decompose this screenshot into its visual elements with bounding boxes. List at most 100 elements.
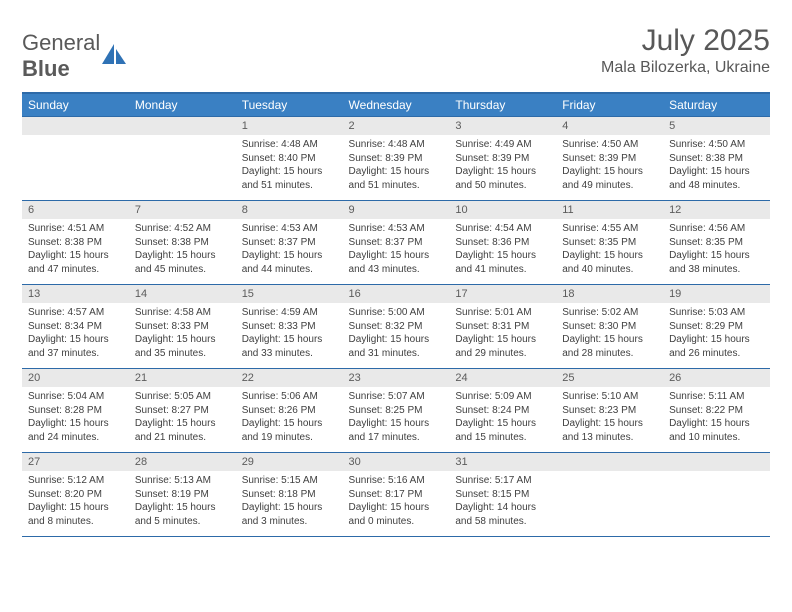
sunrise-line: Sunrise: 4:51 AM — [28, 222, 123, 236]
daylight-line: Daylight: 15 hours and 35 minutes. — [135, 333, 230, 360]
daylight-line: Daylight: 15 hours and 19 minutes. — [242, 417, 337, 444]
day-number: 27 — [22, 453, 129, 471]
day-cell: 4Sunrise: 4:50 AMSunset: 8:39 PMDaylight… — [556, 117, 663, 201]
daylight-line: Daylight: 15 hours and 31 minutes. — [349, 333, 444, 360]
day-details: Sunrise: 5:09 AMSunset: 8:24 PMDaylight:… — [449, 387, 556, 452]
day-cell: 26Sunrise: 5:11 AMSunset: 8:22 PMDayligh… — [663, 369, 770, 453]
day-number: 16 — [343, 285, 450, 303]
day-cell: 22Sunrise: 5:06 AMSunset: 8:26 PMDayligh… — [236, 369, 343, 453]
sunrise-line: Sunrise: 4:59 AM — [242, 306, 337, 320]
daylight-line: Daylight: 15 hours and 44 minutes. — [242, 249, 337, 276]
day-number: 31 — [449, 453, 556, 471]
day-number: 10 — [449, 201, 556, 219]
day-details: Sunrise: 5:15 AMSunset: 8:18 PMDaylight:… — [236, 471, 343, 536]
day-number: 11 — [556, 201, 663, 219]
daylight-line: Daylight: 15 hours and 43 minutes. — [349, 249, 444, 276]
sunset-line: Sunset: 8:24 PM — [455, 404, 550, 418]
daylight-line: Daylight: 15 hours and 38 minutes. — [669, 249, 764, 276]
day-number: 6 — [22, 201, 129, 219]
day-details: Sunrise: 5:17 AMSunset: 8:15 PMDaylight:… — [449, 471, 556, 536]
day-details — [129, 135, 236, 193]
day-details: Sunrise: 5:12 AMSunset: 8:20 PMDaylight:… — [22, 471, 129, 536]
day-number: 21 — [129, 369, 236, 387]
sunrise-line: Sunrise: 4:56 AM — [669, 222, 764, 236]
day-cell: 6Sunrise: 4:51 AMSunset: 8:38 PMDaylight… — [22, 201, 129, 285]
day-details: Sunrise: 4:55 AMSunset: 8:35 PMDaylight:… — [556, 219, 663, 284]
day-number: 1 — [236, 117, 343, 135]
sunrise-line: Sunrise: 4:50 AM — [562, 138, 657, 152]
day-details: Sunrise: 4:59 AMSunset: 8:33 PMDaylight:… — [236, 303, 343, 368]
day-cell: 21Sunrise: 5:05 AMSunset: 8:27 PMDayligh… — [129, 369, 236, 453]
day-cell: 1Sunrise: 4:48 AMSunset: 8:40 PMDaylight… — [236, 117, 343, 201]
sunset-line: Sunset: 8:29 PM — [669, 320, 764, 334]
daylight-line: Daylight: 15 hours and 40 minutes. — [562, 249, 657, 276]
sunset-line: Sunset: 8:39 PM — [562, 152, 657, 166]
day-cell: 18Sunrise: 5:02 AMSunset: 8:30 PMDayligh… — [556, 285, 663, 369]
day-cell: 20Sunrise: 5:04 AMSunset: 8:28 PMDayligh… — [22, 369, 129, 453]
day-cell: 25Sunrise: 5:10 AMSunset: 8:23 PMDayligh… — [556, 369, 663, 453]
day-cell: 10Sunrise: 4:54 AMSunset: 8:36 PMDayligh… — [449, 201, 556, 285]
sunrise-line: Sunrise: 5:06 AM — [242, 390, 337, 404]
day-cell: 23Sunrise: 5:07 AMSunset: 8:25 PMDayligh… — [343, 369, 450, 453]
day-cell: 29Sunrise: 5:15 AMSunset: 8:18 PMDayligh… — [236, 453, 343, 537]
day-details: Sunrise: 5:00 AMSunset: 8:32 PMDaylight:… — [343, 303, 450, 368]
sunset-line: Sunset: 8:34 PM — [28, 320, 123, 334]
day-details: Sunrise: 4:54 AMSunset: 8:36 PMDaylight:… — [449, 219, 556, 284]
sunset-line: Sunset: 8:26 PM — [242, 404, 337, 418]
calendar-week-row: 27Sunrise: 5:12 AMSunset: 8:20 PMDayligh… — [22, 453, 770, 537]
day-details: Sunrise: 5:02 AMSunset: 8:30 PMDaylight:… — [556, 303, 663, 368]
day-number: 22 — [236, 369, 343, 387]
day-cell: 3Sunrise: 4:49 AMSunset: 8:39 PMDaylight… — [449, 117, 556, 201]
empty-day-cell — [22, 117, 129, 201]
day-number: 28 — [129, 453, 236, 471]
day-cell: 5Sunrise: 4:50 AMSunset: 8:38 PMDaylight… — [663, 117, 770, 201]
daylight-line: Daylight: 15 hours and 0 minutes. — [349, 501, 444, 528]
empty-day-cell — [663, 453, 770, 537]
day-details: Sunrise: 5:06 AMSunset: 8:26 PMDaylight:… — [236, 387, 343, 452]
calendar-body: 1Sunrise: 4:48 AMSunset: 8:40 PMDaylight… — [22, 117, 770, 537]
day-number: 29 — [236, 453, 343, 471]
sunrise-line: Sunrise: 5:09 AM — [455, 390, 550, 404]
sunrise-line: Sunrise: 5:01 AM — [455, 306, 550, 320]
day-details — [22, 135, 129, 193]
sunset-line: Sunset: 8:22 PM — [669, 404, 764, 418]
sunset-line: Sunset: 8:36 PM — [455, 236, 550, 250]
day-cell: 30Sunrise: 5:16 AMSunset: 8:17 PMDayligh… — [343, 453, 450, 537]
logo-text: General Blue — [22, 30, 100, 82]
daylight-line: Daylight: 15 hours and 49 minutes. — [562, 165, 657, 192]
sunrise-line: Sunrise: 5:07 AM — [349, 390, 444, 404]
day-details: Sunrise: 5:13 AMSunset: 8:19 PMDaylight:… — [129, 471, 236, 536]
sunrise-line: Sunrise: 4:54 AM — [455, 222, 550, 236]
day-number: 18 — [556, 285, 663, 303]
day-details: Sunrise: 4:48 AMSunset: 8:40 PMDaylight:… — [236, 135, 343, 200]
weekday-header: Wednesday — [343, 93, 450, 117]
calendar-week-row: 20Sunrise: 5:04 AMSunset: 8:28 PMDayligh… — [22, 369, 770, 453]
day-details: Sunrise: 5:03 AMSunset: 8:29 PMDaylight:… — [663, 303, 770, 368]
sunrise-line: Sunrise: 4:52 AM — [135, 222, 230, 236]
sunset-line: Sunset: 8:35 PM — [562, 236, 657, 250]
day-number: 25 — [556, 369, 663, 387]
day-cell: 14Sunrise: 4:58 AMSunset: 8:33 PMDayligh… — [129, 285, 236, 369]
title-block: July 2025 Mala Bilozerka, Ukraine — [601, 24, 770, 77]
sunrise-line: Sunrise: 5:17 AM — [455, 474, 550, 488]
sunrise-line: Sunrise: 4:53 AM — [349, 222, 444, 236]
daylight-line: Daylight: 15 hours and 29 minutes. — [455, 333, 550, 360]
sunrise-line: Sunrise: 4:49 AM — [455, 138, 550, 152]
logo: General Blue — [22, 24, 128, 82]
day-cell: 11Sunrise: 4:55 AMSunset: 8:35 PMDayligh… — [556, 201, 663, 285]
day-cell: 7Sunrise: 4:52 AMSunset: 8:38 PMDaylight… — [129, 201, 236, 285]
logo-word2: Blue — [22, 56, 70, 81]
sunrise-line: Sunrise: 5:00 AM — [349, 306, 444, 320]
day-number: 9 — [343, 201, 450, 219]
daylight-line: Daylight: 15 hours and 41 minutes. — [455, 249, 550, 276]
sunset-line: Sunset: 8:35 PM — [669, 236, 764, 250]
calendar-week-row: 13Sunrise: 4:57 AMSunset: 8:34 PMDayligh… — [22, 285, 770, 369]
weekday-header: Tuesday — [236, 93, 343, 117]
sunset-line: Sunset: 8:33 PM — [242, 320, 337, 334]
daylight-line: Daylight: 15 hours and 51 minutes. — [349, 165, 444, 192]
day-cell: 9Sunrise: 4:53 AMSunset: 8:37 PMDaylight… — [343, 201, 450, 285]
day-details: Sunrise: 5:10 AMSunset: 8:23 PMDaylight:… — [556, 387, 663, 452]
sunrise-line: Sunrise: 5:12 AM — [28, 474, 123, 488]
day-number: 12 — [663, 201, 770, 219]
day-details: Sunrise: 4:51 AMSunset: 8:38 PMDaylight:… — [22, 219, 129, 284]
